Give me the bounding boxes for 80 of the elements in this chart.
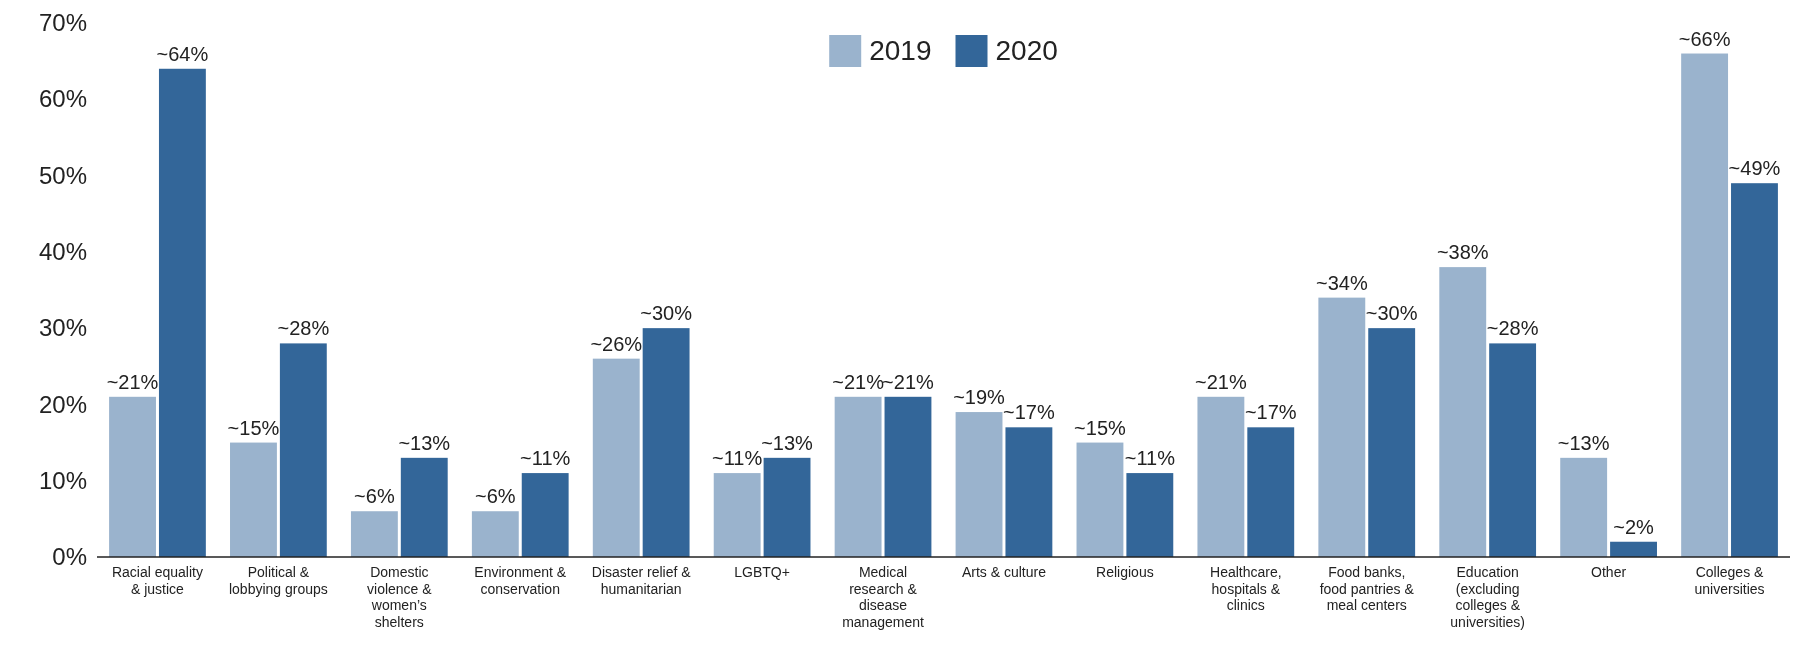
bar <box>1318 297 1366 557</box>
data-label: ~11% <box>712 447 763 470</box>
data-label: ~21% <box>106 370 159 393</box>
x-tick-label: Education (excluding colleges & universities) <box>1450 564 1526 630</box>
data-label: ~11% <box>1124 447 1176 470</box>
bar <box>1247 427 1295 557</box>
y-tick-label: 60% <box>38 85 87 113</box>
data-label: ~2% <box>1613 515 1655 538</box>
bar <box>642 328 690 557</box>
data-label: ~21% <box>1195 370 1247 393</box>
legend-label: 2019 <box>869 35 932 66</box>
bar <box>834 396 882 557</box>
data-label: ~17% <box>1003 401 1055 424</box>
data-label: ~6% <box>354 485 395 508</box>
x-tick-label: Religious <box>1096 564 1154 580</box>
bar <box>1731 183 1778 557</box>
x-tick-label: Disaster relief & humanitarian <box>591 564 692 597</box>
data-label: ~17% <box>1244 401 1297 424</box>
data-label: ~15% <box>227 416 280 439</box>
bar <box>1489 343 1537 557</box>
data-label: ~28% <box>277 317 330 340</box>
bar <box>592 358 640 557</box>
data-label: ~13% <box>761 431 814 454</box>
data-label: ~15% <box>1074 416 1127 439</box>
bar <box>400 457 448 557</box>
y-tick-label: 40% <box>38 238 87 266</box>
bar <box>1076 442 1124 557</box>
bar <box>1005 427 1053 557</box>
data-label: ~21% <box>832 370 885 393</box>
data-label: ~49% <box>1728 157 1781 180</box>
bar <box>955 412 1003 557</box>
bar <box>521 473 569 557</box>
bar <box>763 457 811 557</box>
x-tick-label: Domestic violence & women’s shelters <box>367 564 433 630</box>
data-label: ~11% <box>520 447 571 470</box>
bar <box>1368 328 1416 557</box>
bar <box>1439 267 1487 557</box>
data-label: ~21% <box>882 370 935 393</box>
bar <box>230 442 277 557</box>
bar <box>713 473 761 557</box>
x-tick-label: Colleges & universities <box>1694 564 1765 597</box>
bar <box>1197 396 1245 557</box>
bar <box>884 396 932 557</box>
data-label: ~38% <box>1436 241 1489 264</box>
data-label: ~13% <box>398 431 451 454</box>
data-label: ~19% <box>953 386 1006 409</box>
data-label: ~30% <box>1365 302 1418 325</box>
x-tick-label: LGBTQ+ <box>734 564 790 580</box>
bar <box>279 343 327 557</box>
y-tick-label: 70% <box>38 9 87 37</box>
x-tick-label: Environment & conservation <box>474 564 567 597</box>
bar <box>158 68 206 557</box>
x-tick-label: Racial equality & justice <box>111 564 203 597</box>
bar <box>1560 457 1608 557</box>
y-tick-label: 10% <box>38 466 87 494</box>
y-tick-label: 30% <box>38 314 87 342</box>
data-label: ~28% <box>1486 317 1539 340</box>
legend-label: 2020 <box>995 35 1058 66</box>
data-label: ~13% <box>1557 431 1610 454</box>
x-tick-label: Other <box>1591 564 1627 580</box>
x-tick-label: Medical research & disease management <box>842 564 924 630</box>
bar <box>1126 473 1174 557</box>
y-tick-label: 20% <box>38 390 87 418</box>
data-label: ~64% <box>156 42 209 65</box>
data-label: ~30% <box>640 302 693 325</box>
data-label: ~34% <box>1315 271 1368 294</box>
bar <box>109 396 156 557</box>
x-tick-label: Arts & culture <box>961 564 1047 580</box>
x-tick-label: Political & lobbying groups <box>228 564 328 597</box>
y-tick-label: 50% <box>38 161 87 189</box>
bar <box>1610 541 1657 557</box>
x-tick-label: Food banks, food pantries & meal centers <box>1319 564 1415 613</box>
y-tick-label: 0% <box>52 543 87 571</box>
bar <box>471 511 519 557</box>
data-label: ~66% <box>1678 27 1731 50</box>
data-label: ~6% <box>475 485 516 508</box>
x-tick-label: Healthcare, hospitals & clinics <box>1210 564 1282 613</box>
data-label: ~26% <box>590 332 643 355</box>
bar <box>1681 53 1729 557</box>
bar <box>350 511 398 557</box>
